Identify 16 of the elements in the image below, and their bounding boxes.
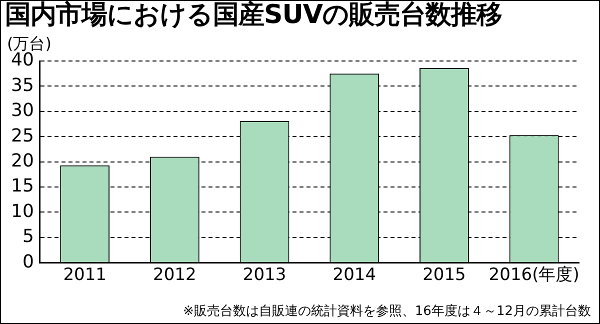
text: ※販売台数は自販連の統計資料を参照、16年度は４～12月の累計台数	[183, 303, 591, 320]
y-tick-label: 35	[11, 74, 34, 96]
y-tick-label: 20	[11, 150, 34, 172]
x-tick-label: 2016(年度)	[488, 265, 580, 286]
y-tick-label: 30	[11, 100, 34, 122]
y-tick-label: 10	[11, 200, 34, 222]
y-tick-label: 25	[11, 125, 34, 146]
y-tick-label: 5	[22, 226, 34, 248]
x-tick-label: 2015	[422, 265, 466, 286]
y-tick-label: 15	[11, 176, 34, 197]
y-tick-label: 0	[22, 251, 34, 272]
x-tick-label: 2013	[242, 265, 286, 286]
y-axis-title: (万台)	[7, 34, 52, 54]
x-tick-label: 2011	[63, 265, 106, 286]
x-tick-label: 2014	[332, 265, 376, 286]
x-tick-label: 2012	[153, 265, 196, 286]
